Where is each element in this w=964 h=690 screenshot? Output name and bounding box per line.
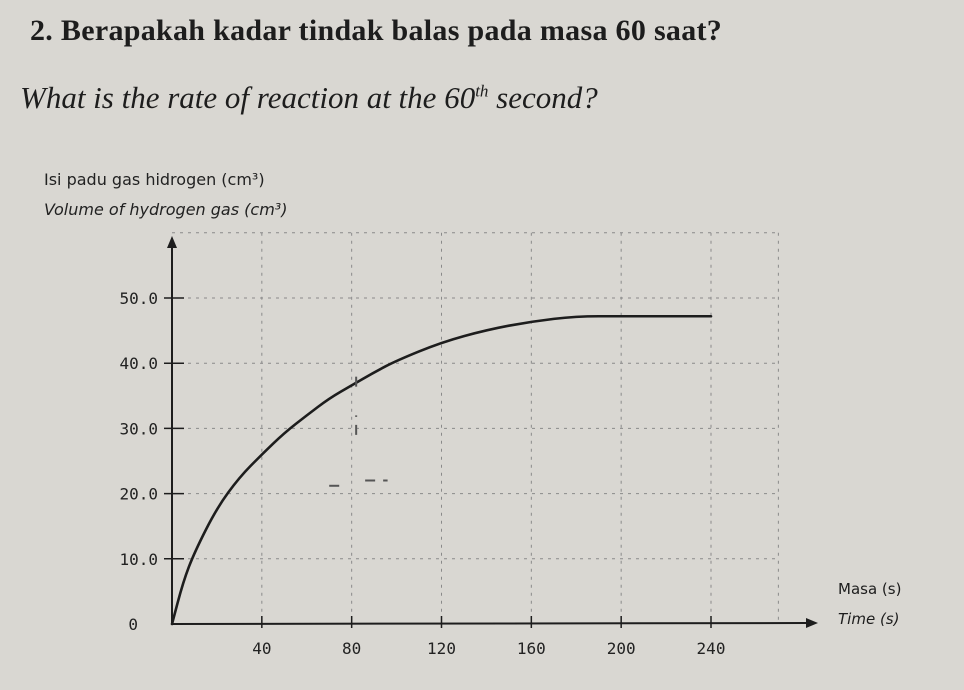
question-english: What is the rate of reaction at the 60th… <box>20 80 598 116</box>
ticks: 0 10.0 20.0 30.0 40.0 50.0 40 80 120 160 200 240 <box>119 289 725 658</box>
question-english-prefix: What is the rate of reaction at the <box>20 80 445 115</box>
question-english-number: 60 <box>444 80 476 115</box>
x-axis-arrow-icon <box>806 618 818 628</box>
y-tick-label: 0 <box>128 615 138 634</box>
grid <box>172 232 779 624</box>
x-tick-label: 160 <box>517 639 546 658</box>
x-tick-label: 200 <box>607 639 636 658</box>
y-axis-label-malay: Isi padu gas hidrogen (cm³) <box>44 170 265 189</box>
y-tick-label: 40.0 <box>119 354 158 373</box>
x-axis-label-english: Time (s) <box>838 610 900 628</box>
y-tick-label: 10.0 <box>119 550 158 569</box>
series <box>170 314 713 626</box>
series-line <box>170 314 713 626</box>
annotations <box>329 372 388 487</box>
y-axis-arrow-icon <box>167 236 177 248</box>
y-tick-label: 50.0 <box>119 289 158 308</box>
x-axis-label-malay: Masa (s) <box>838 580 902 598</box>
y-axis-label-english: Volume of hydrogen gas (cm³) <box>44 200 288 219</box>
question-malay: 2. Berapakah kadar tindak balas pada mas… <box>30 14 723 47</box>
y-tick-label: 30.0 <box>119 419 158 438</box>
question-english-superscript: th <box>475 81 489 101</box>
question-english-suffix: second? <box>488 80 598 115</box>
x-tick-label: 80 <box>342 639 361 658</box>
x-tick-label: 40 <box>252 639 271 658</box>
x-tick-label: 240 <box>697 639 726 658</box>
x-tick-label: 120 <box>427 639 456 658</box>
y-tick-label: 20.0 <box>119 485 158 504</box>
axes <box>167 236 818 628</box>
x-axis-line <box>171 622 807 625</box>
